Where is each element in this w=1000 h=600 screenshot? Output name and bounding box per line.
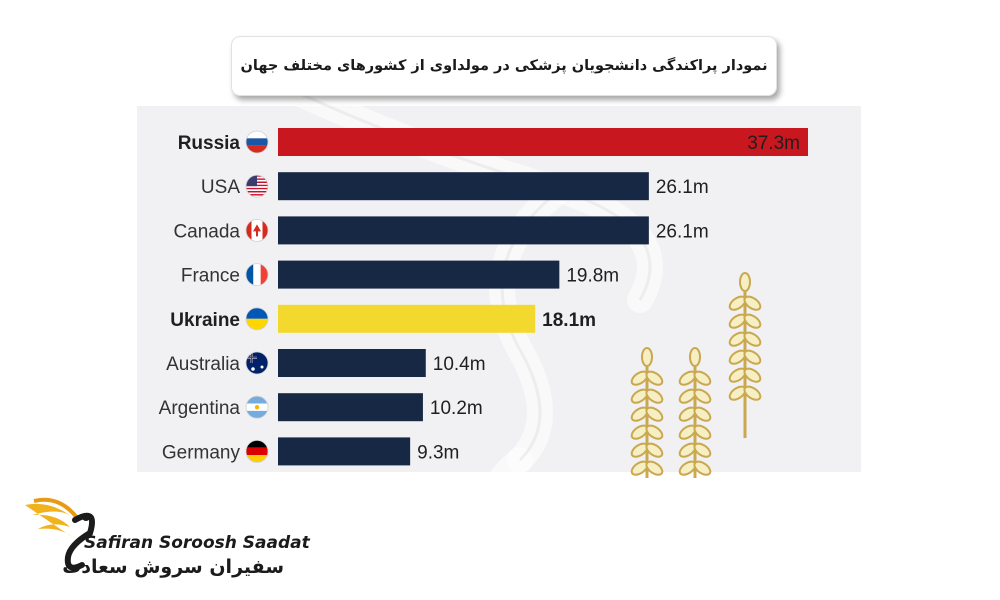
logo-name-fa: سفیران سروش سعادت xyxy=(62,556,284,578)
bar-russia xyxy=(278,128,808,156)
value-label-australia: 10.4m xyxy=(433,354,486,375)
value-label-ukraine: 18.1m xyxy=(542,310,596,331)
bar-australia xyxy=(278,349,426,377)
value-label-canada: 26.1m xyxy=(656,221,709,242)
bar-usa xyxy=(278,172,649,201)
bar-argentina xyxy=(278,393,423,422)
usa-flag-icon xyxy=(245,174,269,198)
logo-name-en: Safiran Soroosh Saadat xyxy=(84,533,310,553)
ukraine-flag-icon xyxy=(245,307,269,331)
russia-flag-icon xyxy=(245,130,269,154)
category-label-ukraine: Ukraine xyxy=(170,310,240,331)
france-flag-icon xyxy=(245,263,269,287)
category-label-australia: Australia xyxy=(166,354,240,375)
value-label-usa: 26.1m xyxy=(656,177,709,198)
wing-s-logo-icon xyxy=(25,497,96,571)
category-label-germany: Germany xyxy=(162,442,241,463)
bar-canada xyxy=(278,216,649,245)
argentina-flag-icon xyxy=(245,395,269,419)
value-label-france: 19.8m xyxy=(566,266,619,287)
value-label-russia: 37.3m xyxy=(747,133,800,154)
category-label-argentina: Argentina xyxy=(159,398,241,419)
value-label-argentina: 10.2m xyxy=(430,398,483,419)
bar-ukraine xyxy=(278,304,536,333)
germany-flag-icon xyxy=(245,439,269,463)
bar-germany xyxy=(278,437,411,466)
wheat-icon xyxy=(615,258,795,478)
australia-flag-icon xyxy=(245,351,269,375)
category-label-russia: Russia xyxy=(178,133,241,154)
category-label-usa: USA xyxy=(201,177,240,198)
category-label-canada: Canada xyxy=(173,221,240,242)
category-label-france: France xyxy=(181,266,240,287)
canada-flag-icon xyxy=(245,218,269,242)
bar-france xyxy=(278,260,560,289)
value-label-germany: 9.3m xyxy=(417,442,459,463)
chart-title: نمودار پراکندگی دانشجویان پزشکی در مولدا… xyxy=(231,36,777,96)
